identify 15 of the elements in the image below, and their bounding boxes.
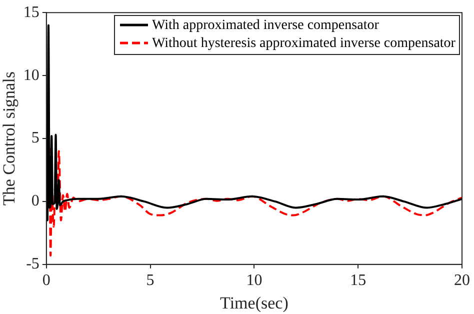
x-axis-title: Time(sec) [220,293,288,312]
legend-label: With approximated inverse compensator [152,18,379,33]
legend-label: Without hysteresis approximated inverse compensator [152,36,456,51]
line-series [46,148,462,257]
y-tick-label: 10 [23,66,40,84]
y-tick-label: 0 [31,192,40,210]
x-tick-label: 20 [454,272,470,290]
x-tick-label: 15 [350,272,366,290]
x-tick-label: 0 [42,272,50,290]
x-tick-label: 10 [246,272,262,290]
y-tick-label: -5 [26,256,40,273]
x-tick-label: 5 [146,272,154,290]
y-tick-label: 5 [31,130,40,147]
y-tick-label: 15 [23,4,40,21]
y-axis-title: The Control signals [0,71,19,206]
